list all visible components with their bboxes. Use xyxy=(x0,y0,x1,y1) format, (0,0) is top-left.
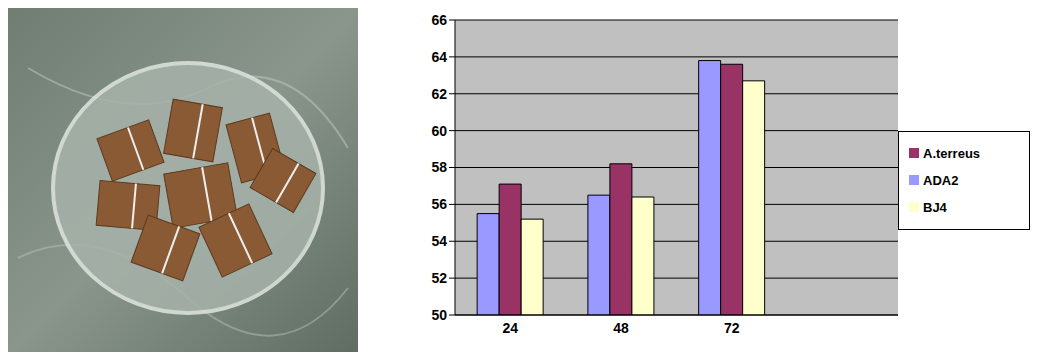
svg-text:72: 72 xyxy=(724,320,740,336)
svg-text:56: 56 xyxy=(431,196,447,212)
svg-text:48: 48 xyxy=(613,320,629,336)
svg-text:52: 52 xyxy=(431,270,447,286)
svg-text:54: 54 xyxy=(431,233,447,249)
svg-text:50: 50 xyxy=(431,307,447,323)
svg-text:66: 66 xyxy=(431,12,447,28)
svg-text:62: 62 xyxy=(431,86,447,102)
svg-text:60: 60 xyxy=(431,123,447,139)
svg-text:24: 24 xyxy=(503,320,519,336)
html-text:A.terreus: A.terreus xyxy=(923,145,981,161)
svg-text:64: 64 xyxy=(431,49,447,65)
html-text:BJ4: BJ4 xyxy=(923,199,947,215)
svg-text:58: 58 xyxy=(431,159,447,175)
html-text:ADA2: ADA2 xyxy=(923,172,959,188)
